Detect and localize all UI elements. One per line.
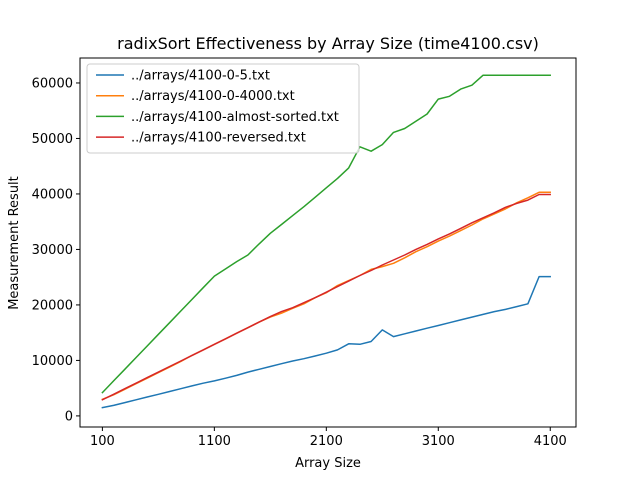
series-line-3	[101, 74, 551, 394]
x-tick-label: 100	[90, 434, 115, 449]
y-tick-label: 40000	[32, 187, 73, 202]
legend-box	[86, 63, 360, 154]
y-tick-label: 0	[65, 409, 73, 424]
series-lines	[101, 74, 551, 409]
x-tick-label: 2100	[310, 434, 343, 449]
y-tick-label: 30000	[32, 243, 73, 258]
legend-label: ../arrays/4100-almost-sorted.txt	[131, 110, 339, 125]
series-line-4	[101, 193, 551, 401]
y-tick-label: 60000	[32, 76, 73, 91]
legend-label: ../arrays/4100-reversed.txt	[131, 131, 306, 146]
plot-frame	[79, 57, 577, 428]
legend-label: ../arrays/4100-0-5.txt	[131, 69, 270, 84]
x-tick-label: 1100	[198, 434, 231, 449]
x-axis: 100 1100 2100 3100 4100	[90, 427, 567, 449]
y-tick-label: 10000	[32, 354, 73, 369]
series-line-1	[101, 275, 551, 409]
plot-area	[79, 57, 577, 428]
y-axis-label: Measurement Result	[7, 176, 22, 310]
y-axis: 0 10000 20000 30000 40000 50000 60000	[32, 76, 80, 424]
y-tick-label: 20000	[32, 298, 73, 313]
x-tick-label: 4100	[534, 434, 567, 449]
chart-title: radixSort Effectiveness by Array Size (t…	[117, 34, 539, 53]
legend: ../arrays/4100-0-5.txt ../arrays/4100-0-4…	[86, 63, 360, 154]
legend-label: ../arrays/4100-0-4000.txt	[131, 89, 295, 104]
x-tick-label: 3100	[422, 434, 455, 449]
y-tick-label: 50000	[32, 132, 73, 147]
x-axis-label: Array Size	[295, 456, 361, 471]
